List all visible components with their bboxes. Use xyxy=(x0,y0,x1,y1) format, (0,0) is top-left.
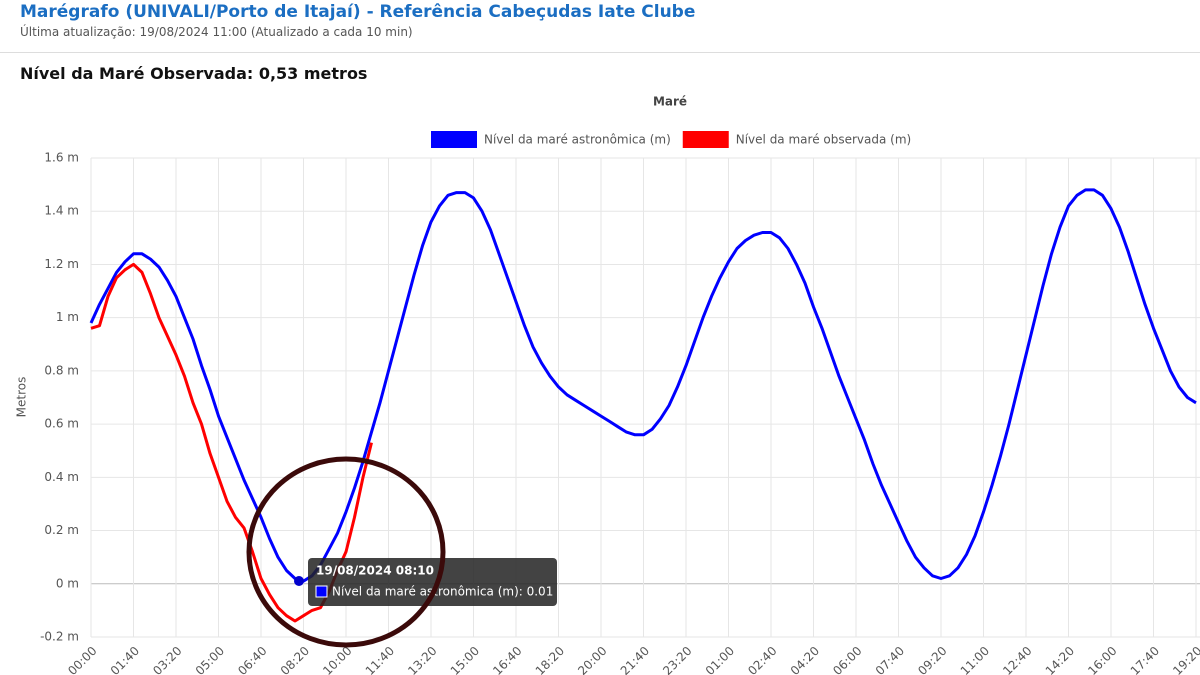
tooltip: 19/08/2024 08:10 Nível da maré astronômi… xyxy=(308,558,557,606)
x-tick-label: 19:20 xyxy=(1170,644,1200,675)
y-tick-label: 1.2 m xyxy=(44,257,79,271)
x-tick-label: 00:00 xyxy=(65,644,99,675)
x-tick-label: 23:20 xyxy=(660,644,694,675)
y-tick-label: 1 m xyxy=(56,310,79,324)
x-tick-label: 09:20 xyxy=(915,644,949,675)
x-tick-label: 21:40 xyxy=(618,644,652,675)
x-tick-label: 11:00 xyxy=(958,644,992,675)
x-tick-label: 20:00 xyxy=(575,644,609,675)
tooltip-swatch xyxy=(315,585,328,598)
y-tick-label: 0 m xyxy=(56,576,79,590)
x-tick-label: 08:20 xyxy=(278,644,312,675)
y-tick-label: 1.4 m xyxy=(44,204,79,218)
legend-swatch xyxy=(682,131,729,148)
legend-swatch xyxy=(431,131,477,148)
tooltip-text: Nível da maré astronômica (m): 0.01 xyxy=(332,585,553,599)
chart-title: Maré xyxy=(653,95,687,109)
x-tick-label: 07:40 xyxy=(873,644,907,675)
x-tick-label: 16:00 xyxy=(1085,644,1119,675)
hover-point xyxy=(294,576,304,586)
y-axis-label: Metros xyxy=(15,377,29,418)
y-tick-label: 1.6 m xyxy=(44,151,79,165)
x-tick-label: 13:20 xyxy=(405,644,439,675)
x-tick-label: 01:40 xyxy=(108,644,142,675)
separator xyxy=(0,52,1200,53)
legend: Nível da maré astronômica (m) Nível da ma… xyxy=(431,131,911,148)
x-tick-label: 06:00 xyxy=(830,644,864,675)
x-tick-label: 15:00 xyxy=(448,644,482,675)
x-tick-label: 05:00 xyxy=(193,644,227,675)
headline: Nível da Maré Observada: 0,53 metros xyxy=(20,64,368,83)
x-tick-label: 14:20 xyxy=(1043,644,1077,675)
y-tick-label: 0.8 m xyxy=(44,363,79,377)
x-tick-label: 02:40 xyxy=(745,644,779,675)
y-tick-label: 0.4 m xyxy=(44,470,79,484)
x-tick-label: 04:20 xyxy=(788,644,822,675)
grid: -0.2 m 0 m 0.2 m 0.4 m 0.6 m 0.8 m 1 m 1.2 m 1.4… xyxy=(40,151,1200,675)
x-tick-label: 17:40 xyxy=(1128,644,1162,675)
y-tick-label: 0.2 m xyxy=(44,523,79,537)
page-title: Marégrafo (UNIVALI/Porto de Itajaí) - Re… xyxy=(20,2,696,22)
x-tick-label: 10:00 xyxy=(320,644,354,675)
tooltip-box xyxy=(308,558,557,606)
x-tick-label: 18:20 xyxy=(533,644,567,675)
x-tick-label: 12:40 xyxy=(1000,644,1034,675)
legend-label: Nível da maré astronômica (m) xyxy=(484,133,671,147)
line-series xyxy=(89,188,1197,583)
highlight-circle xyxy=(246,456,446,648)
tooltip-title: 19/08/2024 08:10 xyxy=(316,564,434,578)
y-tick-label: 0.6 m xyxy=(44,417,79,431)
legend-label: Nível da maré observada (m) xyxy=(736,133,911,147)
x-tick-label: 11:40 xyxy=(363,644,397,675)
page-subtitle: Última atualização: 19/08/2024 11:00 (At… xyxy=(20,25,413,39)
x-tick-label: 16:40 xyxy=(490,644,524,675)
x-tick-label: 03:20 xyxy=(150,644,184,675)
x-tick-label: 01:00 xyxy=(703,644,737,675)
x-tick-label: 06:40 xyxy=(235,644,269,675)
y-tick-label: -0.2 m xyxy=(40,630,79,644)
